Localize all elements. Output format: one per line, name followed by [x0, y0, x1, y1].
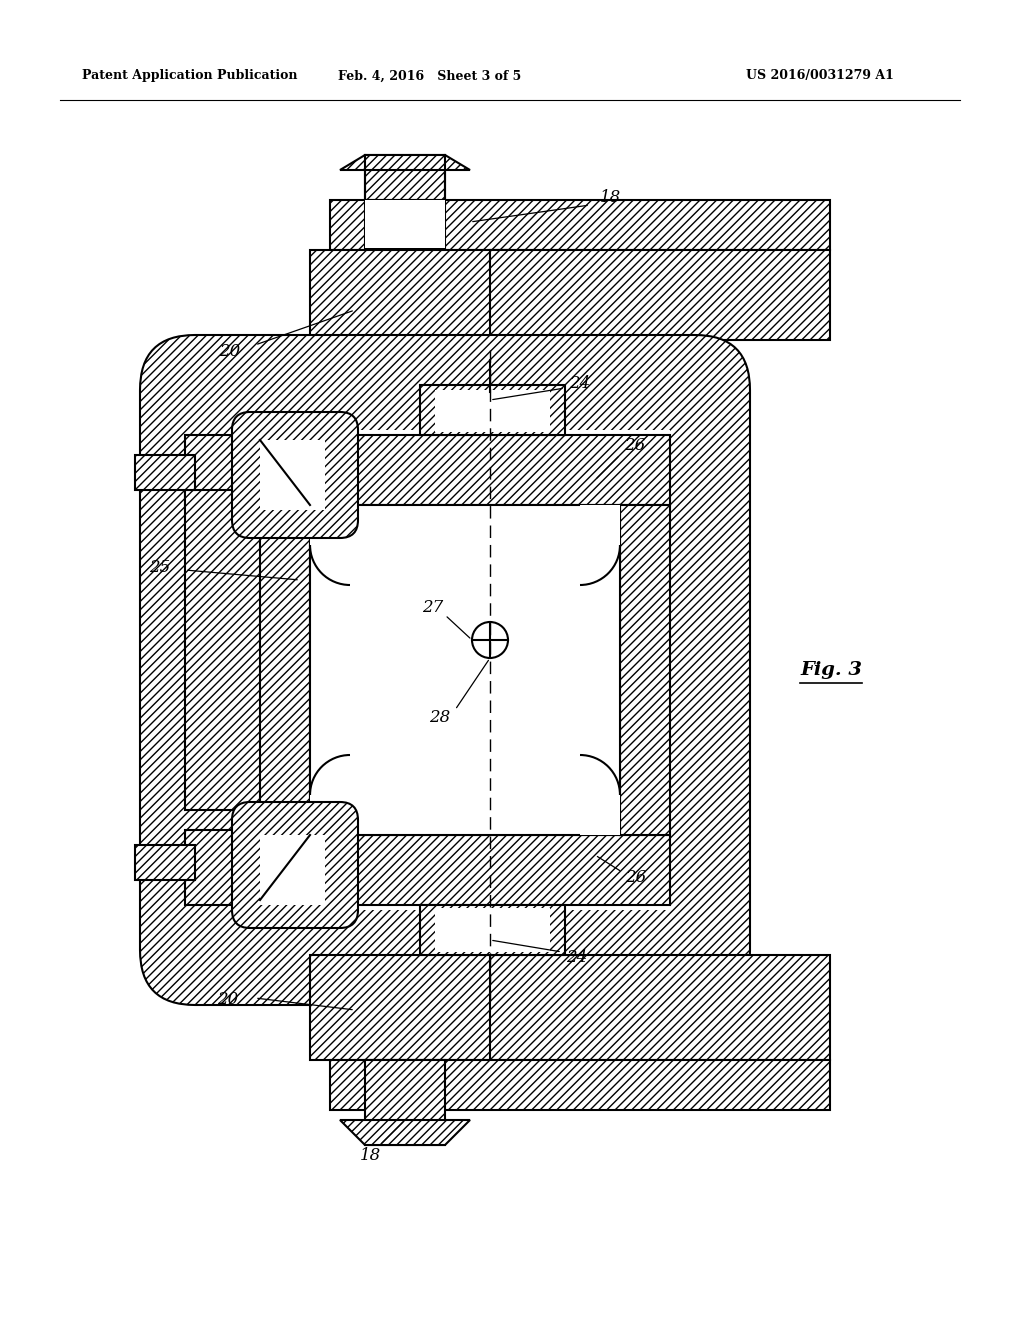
Polygon shape	[135, 455, 195, 490]
Polygon shape	[435, 908, 550, 952]
Polygon shape	[185, 490, 260, 810]
Text: Feb. 4, 2016   Sheet 3 of 5: Feb. 4, 2016 Sheet 3 of 5	[338, 70, 521, 82]
Polygon shape	[580, 506, 620, 545]
Text: 24: 24	[569, 375, 591, 392]
Text: Fig. 3: Fig. 3	[800, 661, 862, 678]
Text: 18: 18	[599, 189, 621, 206]
Text: 18: 18	[359, 1147, 381, 1163]
FancyBboxPatch shape	[232, 412, 358, 539]
Text: Patent Application Publication: Patent Application Publication	[82, 70, 298, 82]
FancyBboxPatch shape	[140, 335, 750, 1005]
Polygon shape	[490, 249, 830, 341]
FancyBboxPatch shape	[232, 803, 358, 928]
Polygon shape	[620, 506, 670, 836]
Polygon shape	[240, 430, 670, 909]
Polygon shape	[310, 249, 510, 360]
Polygon shape	[420, 906, 565, 954]
Text: 26: 26	[626, 870, 646, 887]
Polygon shape	[340, 154, 470, 170]
Polygon shape	[580, 795, 620, 836]
Text: 26: 26	[625, 437, 645, 454]
Text: 27: 27	[422, 599, 443, 616]
Polygon shape	[365, 1060, 445, 1144]
Polygon shape	[250, 836, 670, 906]
Polygon shape	[250, 506, 310, 836]
Polygon shape	[310, 341, 510, 411]
Text: 20: 20	[219, 343, 241, 360]
Polygon shape	[435, 389, 550, 432]
Polygon shape	[260, 836, 325, 906]
Polygon shape	[310, 506, 620, 836]
Polygon shape	[310, 506, 350, 545]
Polygon shape	[310, 795, 350, 836]
Polygon shape	[135, 845, 195, 880]
Polygon shape	[365, 201, 445, 248]
Polygon shape	[365, 154, 445, 201]
Text: 24: 24	[566, 949, 588, 966]
Polygon shape	[330, 201, 830, 249]
Polygon shape	[310, 954, 510, 1060]
Polygon shape	[185, 436, 265, 510]
Polygon shape	[250, 436, 670, 506]
Text: 25: 25	[150, 560, 171, 577]
Polygon shape	[490, 954, 830, 1060]
Polygon shape	[330, 1060, 830, 1110]
Polygon shape	[185, 830, 265, 906]
Polygon shape	[260, 440, 325, 510]
Text: 28: 28	[429, 710, 451, 726]
Polygon shape	[420, 385, 565, 436]
Polygon shape	[365, 201, 445, 248]
Text: US 2016/0031279 A1: US 2016/0031279 A1	[746, 70, 894, 82]
Polygon shape	[340, 1119, 470, 1144]
Text: 20: 20	[217, 991, 239, 1008]
